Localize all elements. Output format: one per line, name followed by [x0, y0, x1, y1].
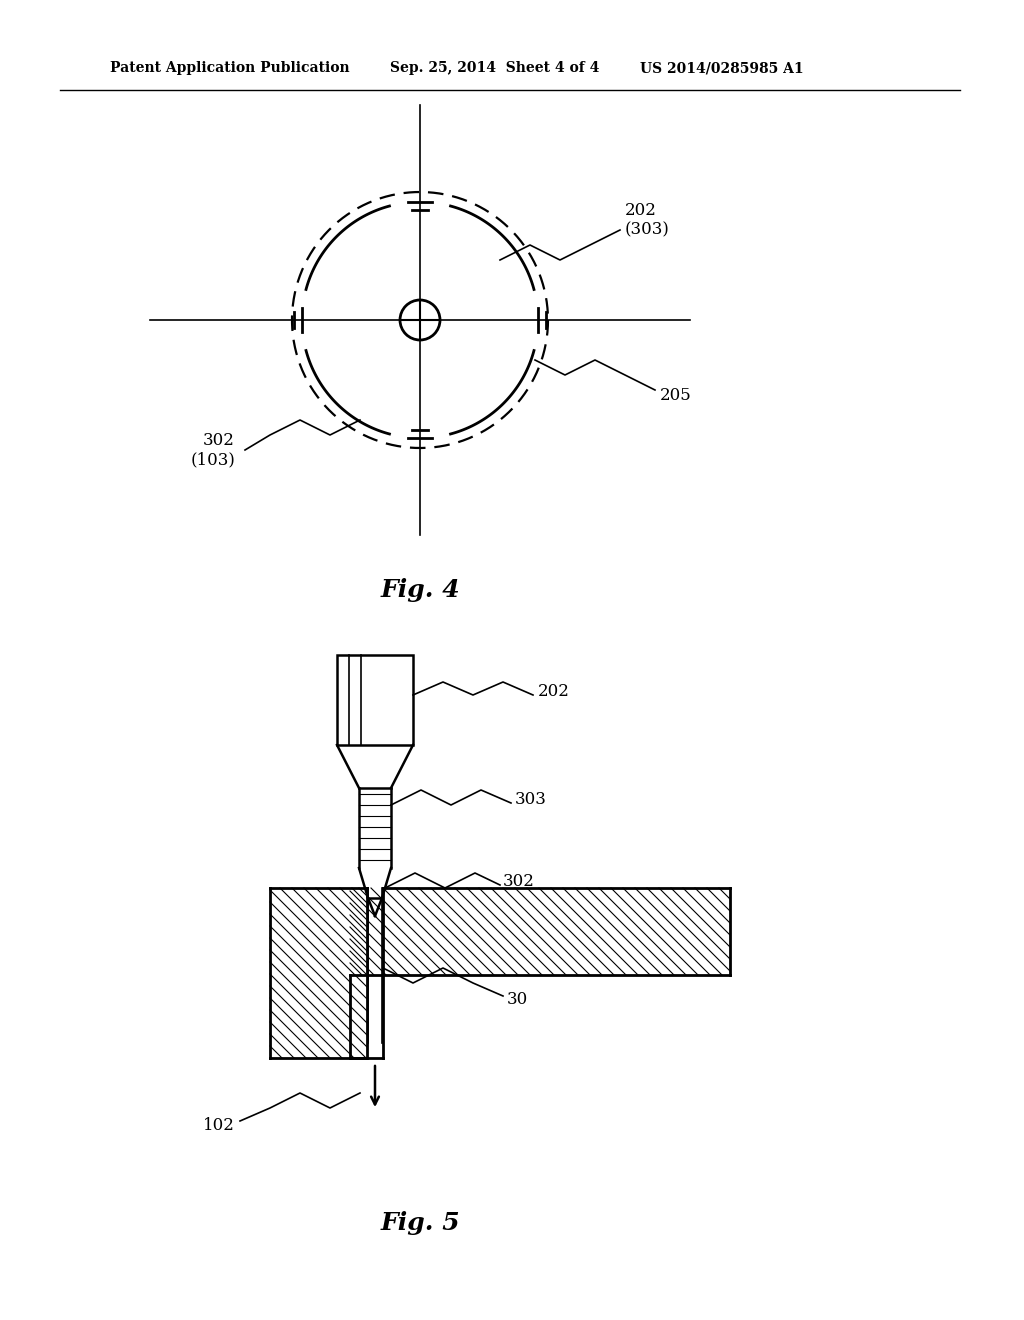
Text: Fig. 4: Fig. 4 — [380, 578, 460, 602]
Text: 202: 202 — [538, 684, 570, 701]
Text: 302: 302 — [503, 874, 535, 891]
Text: Sep. 25, 2014  Sheet 4 of 4: Sep. 25, 2014 Sheet 4 of 4 — [390, 61, 599, 75]
Text: Patent Application Publication: Patent Application Publication — [110, 61, 349, 75]
Text: 102: 102 — [203, 1118, 234, 1134]
Text: 205: 205 — [660, 387, 692, 404]
Text: 302
(103): 302 (103) — [190, 432, 234, 469]
Bar — [337, 655, 413, 744]
Text: 202
(303): 202 (303) — [625, 202, 670, 239]
Text: US 2014/0285985 A1: US 2014/0285985 A1 — [640, 61, 804, 75]
Text: 30: 30 — [507, 991, 528, 1008]
Text: 303: 303 — [515, 792, 547, 808]
Text: Fig. 5: Fig. 5 — [380, 1210, 460, 1236]
